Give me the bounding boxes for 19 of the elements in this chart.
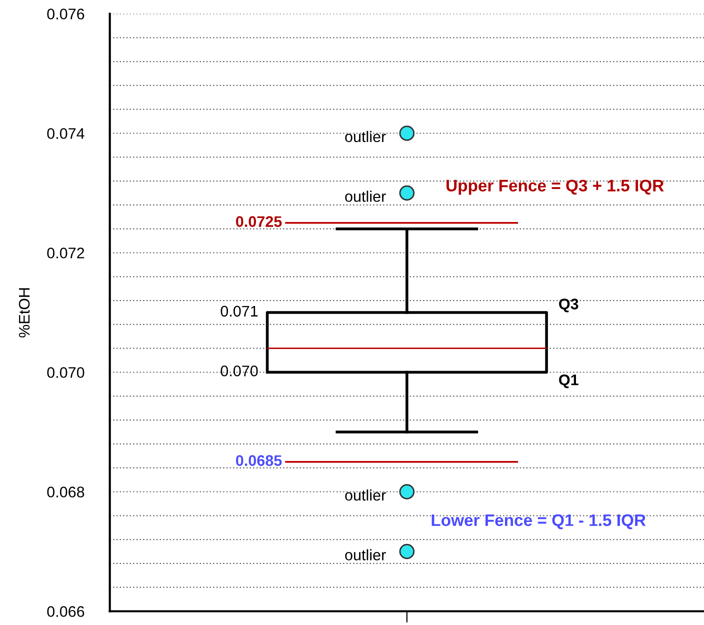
y-tick-label: 0.074: [47, 128, 84, 139]
y-tick-label: 0.068: [47, 486, 84, 498]
y-tick-label: 0.066: [47, 606, 84, 617]
annotation: outlier: [345, 489, 386, 501]
annotation: Lower Fence = Q1 - 1.5 IQR: [432, 514, 646, 530]
ref-line-label: 0.0725: [236, 216, 282, 227]
annotation: Q3: [559, 298, 578, 312]
annotation: Upper Fence = Q3 + 1.5 IQR: [446, 180, 664, 195]
y-tick-label: 0.072: [47, 248, 84, 258]
annotation: outlier: [345, 549, 386, 560]
annotation: Q1: [559, 374, 578, 388]
y-tick-label: 0.076: [47, 8, 84, 20]
annotation: 0.070: [220, 366, 258, 376]
annotation: outlier: [345, 190, 386, 202]
y-axis-title: %EtOH: [18, 288, 30, 338]
annotation: outlier: [345, 130, 386, 142]
y-tick-label: 0.070: [47, 367, 84, 378]
ref-line-label: 0.0685: [236, 455, 282, 466]
annotation: 0.071: [220, 306, 258, 317]
